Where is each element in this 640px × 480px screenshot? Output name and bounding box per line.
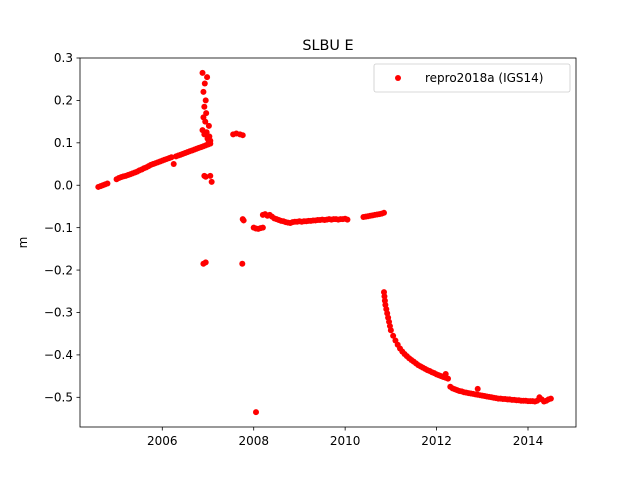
data-point: [240, 217, 247, 224]
data-point: [200, 88, 207, 95]
data-point: [239, 260, 246, 267]
x-tick-label: 2012: [421, 434, 452, 448]
x-tick-label: 2006: [147, 434, 178, 448]
x-axis: 2006 2008 2010 2012 2014: [147, 427, 543, 448]
legend-marker: [395, 75, 401, 81]
plot-frame: [79, 57, 577, 428]
data-point: [202, 118, 209, 125]
y-tick-label: 0.2: [54, 94, 73, 108]
data-point: [445, 375, 451, 382]
data-point: [104, 180, 111, 187]
y-tick-label: −0.2: [44, 263, 73, 277]
data-point: [547, 395, 554, 402]
data-point: [203, 110, 210, 117]
data-point: [387, 327, 394, 334]
y-axis: −0.5 −0.4 −0.3 −0.2 −0.1 0.0 0.1 0.2 0.3: [44, 51, 80, 405]
data-point: [202, 97, 209, 104]
y-axis-label: m: [16, 237, 30, 249]
data-point: [201, 103, 208, 110]
chart-title: SLBU E: [302, 38, 353, 54]
data-point: [208, 178, 215, 185]
y-tick-label: 0.0: [54, 178, 73, 192]
y-tick-label: −0.5: [44, 391, 73, 405]
y-tick-label: −0.1: [44, 221, 73, 235]
y-tick-label: 0.1: [54, 136, 73, 150]
data-point: [239, 132, 246, 139]
data-point: [204, 74, 211, 81]
y-tick-label: −0.4: [44, 348, 73, 362]
data-point: [201, 80, 208, 87]
data-points: [95, 69, 554, 416]
data-point: [202, 173, 209, 180]
data-point: [381, 209, 387, 216]
legend: repro2018a (IGS14): [373, 63, 571, 93]
legend-label: repro2018a (IGS14): [425, 71, 543, 85]
data-point: [205, 122, 212, 129]
legend-box: [373, 63, 571, 93]
data-point: [168, 154, 175, 161]
data-point: [201, 131, 208, 138]
data-point: [253, 409, 259, 416]
data-point: [207, 172, 214, 179]
data-point: [202, 259, 209, 266]
y-tick-label: 0.3: [54, 51, 73, 65]
x-tick-label: 2010: [330, 434, 361, 448]
x-tick-label: 2008: [238, 434, 269, 448]
data-point: [259, 224, 266, 231]
data-point: [205, 139, 212, 146]
data-point: [390, 332, 397, 339]
x-tick-label: 2014: [513, 434, 544, 448]
data-point: [474, 385, 481, 392]
data-point: [442, 370, 449, 377]
data-point: [170, 161, 177, 168]
data-point: [344, 216, 351, 223]
y-tick-label: −0.3: [44, 306, 73, 320]
data-point: [199, 69, 206, 76]
